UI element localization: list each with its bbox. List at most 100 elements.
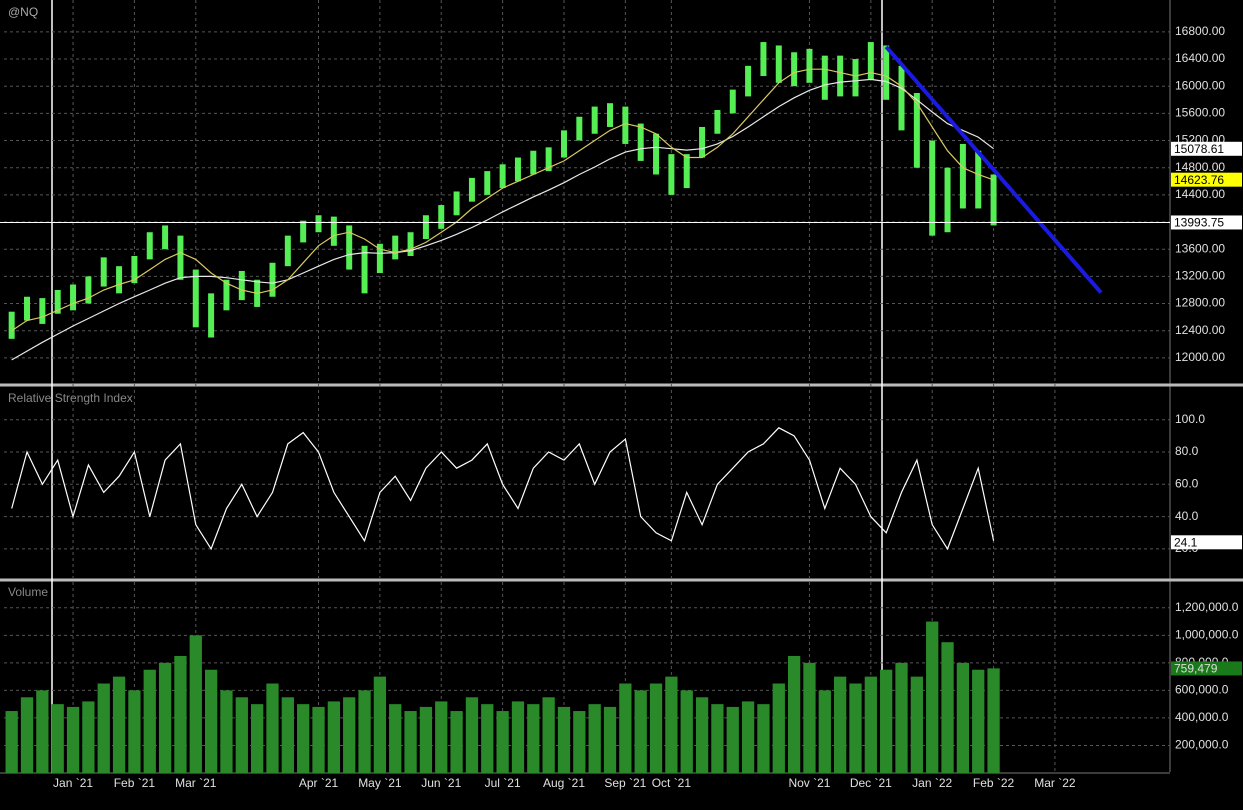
volume-bar: [757, 704, 770, 773]
volume-bar: [312, 706, 325, 773]
volume-bar: [511, 701, 525, 773]
volume-bar: [389, 704, 402, 773]
price-bar: [315, 215, 322, 233]
y-tick-label: 16400.00: [1175, 51, 1225, 65]
price-bar: [913, 93, 920, 168]
volume-bar: [787, 655, 801, 773]
price-marker-label: 759,479: [1174, 662, 1218, 676]
volume-bar: [128, 690, 141, 773]
volume-bar: [803, 662, 816, 773]
volume-bar: [741, 701, 755, 773]
price-marker: [1171, 535, 1242, 550]
volume-bar: [251, 704, 264, 773]
price-bar: [760, 42, 767, 77]
volume-bar: [143, 669, 156, 773]
price-bar: [959, 143, 966, 209]
price-bar: [422, 215, 429, 240]
price-bar: [116, 266, 123, 294]
price-bar: [146, 232, 153, 260]
price-bar: [85, 276, 92, 304]
price-bar: [392, 235, 399, 260]
x-tick-label: Jan `22: [912, 776, 952, 790]
x-tick-label: Feb `21: [114, 776, 156, 790]
moving-average-fast: [11, 68, 994, 332]
price-bar: [990, 174, 997, 226]
price-bar: [284, 235, 291, 267]
volume-bar: [373, 676, 387, 773]
volume-bar: [864, 676, 877, 773]
price-marker-label: 14623.76: [1174, 173, 1224, 187]
volume-bar: [158, 662, 172, 773]
price-marker-label: 15078.61: [1174, 142, 1224, 156]
volume-bar: [435, 701, 448, 773]
price-bar: [929, 140, 936, 236]
price-bar: [162, 225, 169, 250]
price-bar: [852, 59, 859, 97]
price-bar: [791, 52, 798, 87]
price-bar: [24, 296, 31, 321]
price-bar: [714, 109, 721, 134]
price-bar: [39, 298, 46, 324]
price-bar: [484, 171, 491, 195]
price-bar: [8, 311, 15, 339]
price-bar: [514, 157, 521, 182]
volume-bar: [818, 690, 831, 773]
volume-bar: [82, 701, 95, 773]
volume-bar: [926, 621, 939, 773]
price-bar: [468, 177, 475, 202]
price-bar: [361, 245, 368, 294]
price-bar: [653, 133, 660, 175]
y-tick-label: 1,200,000.0: [1175, 600, 1239, 614]
price-bar: [499, 164, 506, 189]
price-bar: [177, 235, 184, 280]
y-tick-label: 12800.00: [1175, 296, 1225, 310]
volume-bar: [112, 676, 126, 773]
y-tick-label: 400,000.0: [1175, 710, 1229, 724]
price-bar: [545, 147, 552, 172]
price-bar: [637, 123, 644, 161]
y-tick-label: 13200.00: [1175, 269, 1225, 283]
price-bar: [729, 89, 736, 114]
volume-bar: [711, 704, 724, 773]
price-bar: [821, 55, 828, 100]
volume-bar: [481, 704, 494, 773]
volume-bar: [189, 635, 202, 773]
y-tick-label: 600,000.0: [1175, 683, 1229, 697]
price-bar: [223, 279, 230, 311]
price-bar: [668, 154, 675, 195]
volume-bar: [527, 704, 540, 773]
rsi-line: [11, 427, 995, 551]
x-tick-label: Jun `21: [421, 776, 461, 790]
volume-bar: [97, 683, 110, 773]
y-tick-label: 40.0: [1175, 509, 1199, 523]
x-tick-label: Mar `21: [175, 776, 217, 790]
volume-bar: [66, 706, 80, 773]
x-tick-label: Aug `21: [543, 776, 585, 790]
volume-bar: [358, 690, 371, 773]
volume-bar: [496, 711, 509, 773]
volume-bar: [419, 706, 433, 773]
volume-bar: [450, 711, 463, 773]
volume-bar: [204, 669, 218, 773]
volume-bar: [972, 669, 985, 773]
price-bar: [745, 65, 752, 97]
x-tick-label: Jan `21: [53, 776, 93, 790]
price-bar: [607, 103, 614, 127]
price-bar: [898, 65, 905, 131]
volume-bar: [880, 669, 893, 773]
y-tick-label: 16800.00: [1175, 24, 1225, 38]
volume-bar: [634, 690, 647, 773]
price-bar: [269, 262, 276, 297]
price-bar: [837, 55, 844, 97]
volume-bar: [941, 642, 954, 773]
price-bar: [975, 150, 982, 209]
price-marker: [1171, 215, 1242, 230]
price-bar: [208, 293, 215, 338]
price-bar: [883, 45, 890, 100]
y-tick-label: 15600.00: [1175, 106, 1225, 120]
volume-bar: [695, 697, 709, 773]
volume-bar: [235, 697, 248, 773]
price-marker: [1171, 661, 1242, 676]
y-tick-label: 14800.00: [1175, 160, 1225, 174]
